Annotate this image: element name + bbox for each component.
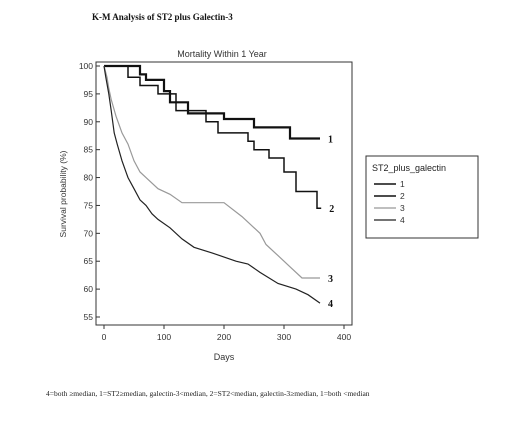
figure-caption: 4=both ≥median, 1=ST2≥median, galectin-3… (46, 388, 486, 399)
y-axis-label: Survival probability (%) (58, 150, 68, 237)
series-4-curve (104, 66, 320, 303)
y-tick-label: 90 (84, 117, 94, 127)
y-tick-label: 70 (84, 228, 94, 238)
y-tick-label: 75 (84, 200, 94, 210)
series-3-end-label: 3 (328, 274, 333, 285)
y-tick-label: 55 (84, 312, 94, 322)
x-tick-label: 100 (157, 332, 171, 342)
y-tick-label: 100 (79, 61, 93, 71)
legend-title: ST2_plus_galectin (372, 163, 446, 173)
legend-label-3: 3 (400, 203, 405, 213)
series-1-end-label: 1 (328, 135, 333, 146)
series-2-curve (104, 66, 321, 208)
legend-label-1: 1 (400, 179, 405, 189)
y-tick-label: 65 (84, 256, 94, 266)
series-2-end-label: 2 (329, 204, 334, 215)
x-axis: 0 100 200 300 400 (102, 325, 352, 342)
chart-title: Mortality Within 1 Year (177, 49, 267, 59)
series-4-end-label: 4 (328, 299, 333, 310)
x-tick-label: 400 (337, 332, 351, 342)
legend-label-2: 2 (400, 191, 405, 201)
y-axis: 55 60 65 70 75 80 85 90 95 100 (79, 61, 100, 322)
x-tick-label: 300 (277, 332, 291, 342)
x-tick-label: 0 (102, 332, 107, 342)
series-layer (104, 66, 321, 303)
y-tick-label: 95 (84, 89, 94, 99)
plot-frame (96, 62, 352, 325)
x-tick-label: 200 (217, 332, 231, 342)
y-tick-label: 60 (84, 284, 94, 294)
legend: ST2_plus_galectin 1 2 3 4 (366, 156, 478, 238)
legend-label-4: 4 (400, 215, 405, 225)
curve-end-labels: 1 2 3 4 (328, 135, 334, 311)
y-tick-label: 85 (84, 145, 94, 155)
x-axis-label: Days (214, 352, 235, 362)
y-tick-label: 80 (84, 173, 94, 183)
